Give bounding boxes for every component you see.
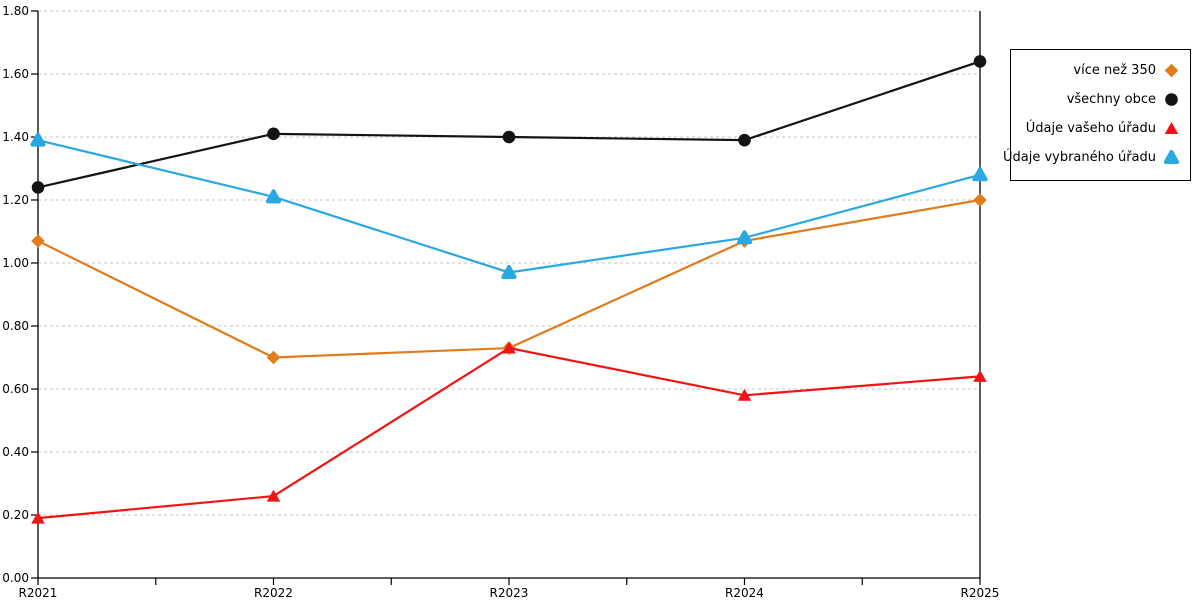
legend-item: více než 350 [1017, 56, 1180, 85]
y-tick-label: 1.00 [2, 256, 29, 270]
legend-item-label: Údaje vašeho úřadu [1025, 121, 1156, 136]
series-2 [31, 55, 987, 194]
legend-item-label: více než 350 [1073, 63, 1156, 78]
y-tick-label: 1.20 [2, 193, 29, 207]
y-tick-label: 0.20 [2, 508, 29, 522]
y-axis-ticks: 0.00 0.20 0.40 0.60 0.80 1.00 1.20 1.40 1.60 1.80 [2, 4, 38, 585]
triangle-rounded-marker-icon [1163, 150, 1180, 164]
legend-item: všechny obce [1017, 85, 1180, 114]
series-4 [30, 132, 988, 279]
y-tick-label: 1.60 [2, 67, 29, 81]
legend-item-label: všechny obce [1066, 92, 1156, 107]
legend-item: Údaje vybraného úřadu [1003, 143, 1180, 172]
triangle-marker-icon [1164, 122, 1179, 134]
y-tick-label: 0.80 [2, 319, 29, 333]
x-tick-label: R2022 [254, 586, 293, 600]
y-tick-label: 1.40 [2, 130, 29, 144]
series-3 [31, 341, 987, 524]
y-tick-label: 0.40 [2, 445, 29, 459]
gridlines [38, 10, 980, 516]
x-axis-ticks: R2021 R2022 R2023 R2024 R2025 [19, 578, 1000, 600]
axes [37, 11, 981, 579]
x-tick-label: R2025 [961, 586, 1000, 600]
x-tick-label: R2024 [725, 586, 764, 600]
legend: více než 350 všechny obce Údaje vašeho úřa… [1003, 49, 1191, 181]
x-tick-label: R2021 [19, 586, 58, 600]
y-tick-label: 0.60 [2, 382, 29, 396]
diamond-marker-icon [1164, 63, 1179, 78]
y-tick-label: 0.00 [2, 571, 29, 585]
y-tick-label: 1.80 [2, 4, 29, 18]
legend-item: Údaje vašeho úřadu [1017, 114, 1180, 143]
circle-marker-icon [1165, 93, 1178, 106]
x-tick-label: R2023 [490, 586, 529, 600]
legend-item-label: Údaje vybraného úřadu [1002, 150, 1156, 165]
